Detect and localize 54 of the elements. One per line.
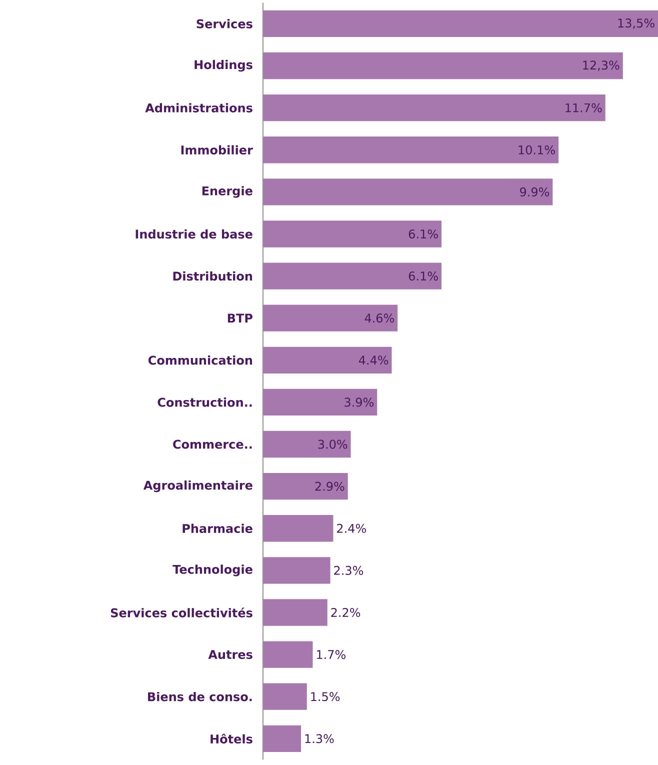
data-label: 6.1% — [408, 271, 438, 281]
bar — [262, 220, 442, 248]
data-label: 6.1% — [408, 229, 438, 239]
bar — [262, 725, 302, 752]
y-tick-label: Distribution — [173, 271, 252, 281]
y-tick-label: Construction.. — [158, 398, 252, 407]
data-label: 2.4% — [337, 524, 366, 533]
y-tick-label: Technologie — [172, 564, 252, 576]
data-label: 13,5% — [618, 18, 654, 29]
bar — [262, 472, 348, 500]
y-tick-label: Commerce.. — [173, 440, 252, 449]
data-label: 3.9% — [344, 398, 374, 407]
data-label: 1.3% — [305, 734, 334, 744]
y-tick-label: Biens de conso. — [148, 692, 252, 702]
y-tick-label: Communication — [148, 356, 252, 365]
y-tick-label: Agroalimentaire — [143, 480, 252, 492]
data-label: 9.9% — [520, 187, 550, 196]
data-label: 11.7% — [566, 103, 602, 112]
data-label: 2.2% — [331, 608, 360, 618]
y-tick-label: Holdings — [194, 60, 252, 72]
y-tick-label: Administrations — [145, 103, 252, 112]
y-tick-label: Energie — [202, 186, 252, 198]
bar — [262, 136, 559, 164]
bar — [262, 52, 623, 80]
y-tick-label: Hôtels — [210, 734, 252, 744]
data-label: 2.3% — [334, 566, 364, 575]
bar — [262, 599, 328, 626]
data-label: 2.9% — [315, 482, 344, 491]
y-tick-label: Services — [196, 19, 252, 28]
data-label: 1.7% — [316, 650, 346, 660]
y-tick-label: Autres — [208, 650, 252, 659]
data-label: 4.4% — [358, 356, 388, 365]
data-label: 3.0% — [318, 440, 348, 449]
bar — [262, 515, 334, 542]
data-label: 1.5% — [311, 692, 340, 702]
data-label: 4.6% — [364, 314, 394, 323]
bar — [262, 94, 606, 122]
bar — [262, 683, 307, 710]
y-tick-label: Services collectivités — [110, 608, 252, 618]
bar — [262, 262, 442, 290]
bar — [262, 346, 392, 374]
bar — [262, 10, 658, 38]
data-label: 10.1% — [518, 145, 555, 154]
y-tick-label: Pharmacie — [182, 524, 252, 534]
data-label: 12,3% — [583, 60, 620, 71]
y-tick-label: Industrie de base — [136, 229, 252, 239]
bar — [262, 641, 313, 668]
bar — [262, 304, 398, 332]
bar — [262, 557, 330, 584]
y-tick-label: Immobilier — [181, 145, 253, 155]
bar — [262, 178, 553, 206]
bar — [262, 430, 351, 458]
y-tick-label: BTP — [228, 314, 252, 322]
bar — [262, 388, 378, 416]
